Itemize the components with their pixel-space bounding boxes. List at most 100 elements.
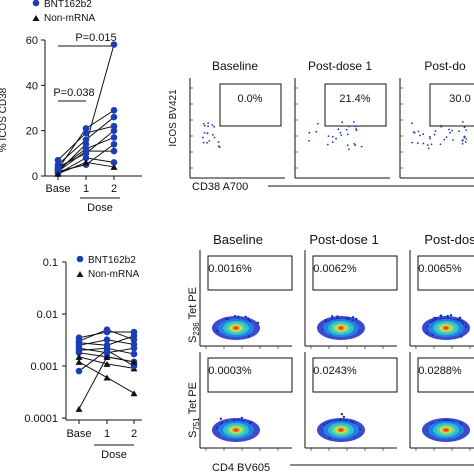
- flow-column-title: Post-dos: [424, 232, 474, 247]
- flow-event: [417, 130, 420, 133]
- flow-event: [428, 136, 431, 138]
- flow-event: [355, 128, 357, 130]
- flow-event: [427, 147, 430, 150]
- x-tick-label: Base: [45, 183, 70, 195]
- data-point-circle: [130, 350, 138, 358]
- flow-gate-value: 0.0065%: [418, 263, 462, 275]
- flow-plot-row: 0.0% 21.4% 30.0: [189, 78, 474, 179]
- data-point-circle: [82, 147, 90, 155]
- flow-gate: [207, 255, 293, 291]
- flow-gate-value: 0.0003%: [208, 365, 252, 377]
- x-tick-label: 2: [111, 183, 117, 195]
- flow-gate: [429, 83, 474, 127]
- bottom-line-plot: BNT162b2 Non-mRNA 0.1 0.01 0.001 0.0001 Bas…: [24, 255, 142, 461]
- flow-event: [211, 124, 214, 126]
- data-point-circle: [110, 140, 118, 148]
- flow-gate-value: 0.0%: [237, 93, 262, 105]
- data-point-triangle: [75, 358, 83, 365]
- flow-gate-value: 0.0016%: [208, 263, 252, 275]
- data-point-triangle: [130, 390, 138, 397]
- flow-column-title: Post-dose 1: [308, 59, 372, 73]
- flow-event: [331, 135, 334, 138]
- data-point-circle: [110, 159, 118, 166]
- flow-event: [452, 139, 454, 141]
- data-point-triangle: [103, 360, 111, 367]
- flow-event: [411, 122, 413, 125]
- x-tick-group: Base 1 2: [45, 176, 117, 195]
- flow-event: [433, 133, 436, 136]
- flow-event: [416, 142, 419, 145]
- flow-gate: [324, 83, 387, 127]
- flow-event: [426, 144, 429, 147]
- data-point-circle: [130, 332, 138, 340]
- flow-event: [411, 141, 414, 144]
- flow-gate: [312, 255, 398, 291]
- flow-gate: [417, 357, 474, 393]
- flow-event: [443, 138, 446, 141]
- flow-gate: [207, 357, 293, 393]
- legend-circle-marker: [76, 255, 84, 263]
- flow-event: [208, 140, 211, 142]
- flow-event: [464, 141, 467, 143]
- data-point-circle: [75, 349, 83, 357]
- top-line-plot: BNT162b2 Non-mRNA % ICOS CD38 0 20 40 60 Ba…: [0, 0, 142, 214]
- flow-event: [413, 131, 416, 134]
- data-point-circle: [103, 347, 111, 354]
- flow-event: [342, 415, 346, 419]
- flow-column-title: Post-dose 1: [309, 232, 378, 247]
- flow-gate-value: 0.0288%: [418, 365, 462, 377]
- flow-event: [315, 130, 318, 133]
- flow-density-contour: [338, 428, 344, 432]
- legend-label-nonmrna: Non-mRNA: [44, 13, 95, 24]
- flow-gate: [417, 255, 474, 291]
- data-point-triangle: [110, 163, 118, 170]
- flow-event: [346, 144, 349, 147]
- data-point-circle: [110, 134, 118, 141]
- flow-event: [345, 128, 348, 131]
- subject-lines: [54, 41, 118, 178]
- top-flow-panels: Baseline Post-dose 1 Post-do ICOS BV421 …: [168, 59, 474, 193]
- flow-gate-value: 30.0: [449, 93, 470, 105]
- flow-column-title: Post-do: [424, 59, 466, 73]
- data-point-triangle: [103, 353, 111, 360]
- flow-density-contour: [443, 326, 449, 330]
- flow-event: [465, 129, 467, 132]
- y-tick-label: 0.0001: [24, 413, 58, 425]
- flow-event: [203, 132, 206, 134]
- flow-event: [429, 137, 431, 140]
- flow-event: [464, 136, 466, 139]
- flow-event: [465, 138, 468, 140]
- flow-event: [419, 134, 421, 137]
- flow-column-title: Baseline: [212, 59, 258, 73]
- data-point-circle: [110, 41, 118, 48]
- flow-event: [439, 143, 442, 146]
- flow-gate-value: 21.4%: [339, 93, 370, 105]
- pvalue-label-1: P=0.038: [53, 87, 94, 99]
- flow-event: [462, 139, 464, 141]
- data-point-circle: [82, 129, 90, 137]
- data-point-circle: [110, 122, 118, 130]
- flow-event: [422, 133, 425, 136]
- flow-event: [217, 141, 220, 143]
- flow-row-label-s236: S236 Tet PE: [187, 287, 201, 343]
- flow-event: [308, 131, 311, 134]
- flow-event: [213, 125, 216, 128]
- bottom-flow-panels: Baseline Post-dose 1 Post-dos S236 Tet P…: [187, 232, 474, 474]
- data-point-circle: [82, 125, 90, 132]
- pvalue-label-2: P=0.015: [75, 32, 116, 44]
- data-point-circle: [82, 154, 90, 162]
- flow-density-contour: [338, 326, 344, 330]
- subject-lines: [75, 326, 138, 412]
- flow-event: [462, 121, 464, 123]
- flow-event: [308, 140, 310, 142]
- y-tick-label: 60: [26, 35, 38, 47]
- flow-density-contour: [233, 326, 239, 330]
- flow-event: [354, 144, 357, 147]
- flow-y-axis-label: ICOS BV421: [168, 89, 179, 147]
- flow-event: [422, 142, 425, 145]
- flow-event: [206, 141, 208, 144]
- x-tick-label: 1: [83, 183, 89, 195]
- data-point-circle: [82, 136, 90, 144]
- flow-event: [212, 133, 214, 136]
- flow-event: [202, 141, 205, 144]
